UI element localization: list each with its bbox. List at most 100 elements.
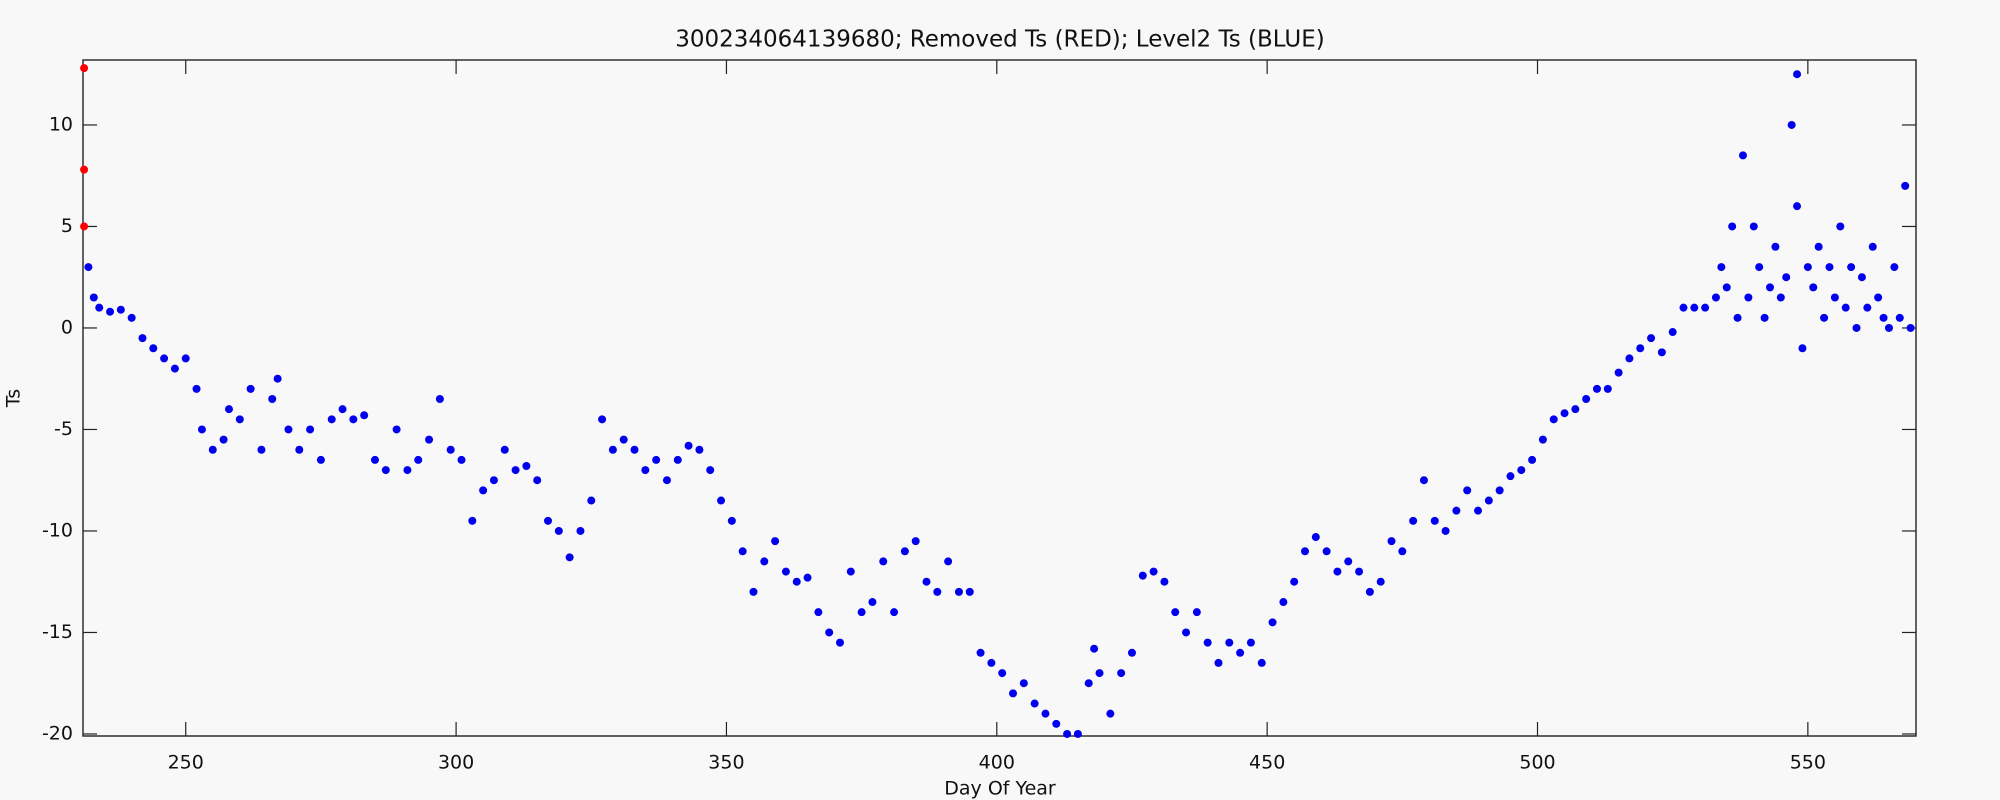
data-point <box>781 567 790 576</box>
data-point <box>803 573 812 582</box>
data-point <box>127 313 136 322</box>
data-point <box>1171 608 1180 617</box>
data-point <box>1755 263 1764 272</box>
data-point <box>1376 577 1385 586</box>
data-point <box>1041 709 1050 718</box>
data-point <box>381 466 390 475</box>
y-tick-label: 0 <box>61 316 73 338</box>
data-point <box>160 354 169 363</box>
x-axis-label: Day Of Year <box>944 778 1056 800</box>
data-point <box>944 557 953 566</box>
data-point <box>1106 709 1115 718</box>
data-point <box>576 526 585 535</box>
data-point <box>1214 658 1223 667</box>
data-point <box>1701 303 1710 312</box>
data-point <box>479 486 488 495</box>
data-point <box>987 658 996 667</box>
y-tick-label: 5 <box>61 215 73 237</box>
data-point <box>306 425 315 434</box>
data-point <box>1852 323 1861 332</box>
data-point <box>1419 476 1428 485</box>
data-point <box>814 608 823 617</box>
data-point <box>1149 567 1158 576</box>
data-point <box>1160 577 1169 586</box>
data-point <box>360 411 369 420</box>
data-point <box>662 476 671 485</box>
x-tick-label: 550 <box>1790 752 1826 774</box>
data-point <box>89 293 98 302</box>
data-point <box>760 557 769 566</box>
y-tick-label: 10 <box>49 113 73 135</box>
data-point <box>1793 70 1802 79</box>
data-point <box>1879 313 1888 322</box>
data-point <box>1365 587 1374 596</box>
data-point <box>246 384 255 393</box>
data-point <box>1825 263 1834 272</box>
data-point <box>1690 303 1699 312</box>
data-point <box>1268 618 1277 627</box>
data-point <box>1744 293 1753 302</box>
data-point <box>219 435 228 444</box>
data-point <box>1452 506 1461 515</box>
data-point <box>80 222 89 231</box>
data-point <box>197 425 206 434</box>
data-point <box>208 445 217 454</box>
data-point <box>1279 598 1288 607</box>
data-point <box>273 374 282 383</box>
data-point <box>1430 516 1439 525</box>
x-tick-label: 300 <box>438 752 474 774</box>
data-point <box>1549 415 1558 424</box>
data-point <box>1733 313 1742 322</box>
data-point <box>587 496 596 505</box>
data-point <box>1636 344 1645 353</box>
data-point <box>835 638 844 647</box>
data-point <box>1019 679 1028 688</box>
data-point <box>1874 293 1883 302</box>
data-point <box>1582 395 1591 404</box>
data-point <box>1322 547 1331 556</box>
data-point <box>1647 334 1656 343</box>
data-point <box>554 526 563 535</box>
x-tick-label: 250 <box>168 752 204 774</box>
y-tick-label: -5 <box>54 418 73 440</box>
data-point <box>1766 283 1775 292</box>
data-point <box>1782 273 1791 282</box>
data-point <box>1311 533 1320 542</box>
data-point <box>598 415 607 424</box>
data-point <box>684 441 693 450</box>
data-point <box>846 567 855 576</box>
y-axis-label: Ts <box>3 389 25 408</box>
data-point <box>1095 669 1104 678</box>
y-tick-label: -20 <box>42 722 73 744</box>
y-tick-label: -10 <box>42 519 73 541</box>
data-point <box>224 405 233 414</box>
data-point <box>1884 323 1893 332</box>
data-point <box>392 425 401 434</box>
x-tick-label: 450 <box>1249 752 1285 774</box>
data-point <box>1728 222 1737 231</box>
data-point <box>1127 648 1136 657</box>
data-point <box>1847 263 1856 272</box>
data-point <box>1182 628 1191 637</box>
data-point <box>1841 303 1850 312</box>
data-point <box>349 415 358 424</box>
data-point <box>1868 242 1877 251</box>
data-point <box>933 587 942 596</box>
data-point <box>1355 567 1364 576</box>
data-point <box>792 577 801 586</box>
data-point <box>1722 283 1731 292</box>
data-point <box>1830 293 1839 302</box>
data-point <box>900 547 909 556</box>
data-point <box>1290 577 1299 586</box>
data-point <box>106 307 115 316</box>
data-point <box>1090 644 1099 653</box>
data-point <box>257 445 266 454</box>
data-point <box>1441 526 1450 535</box>
data-point <box>403 466 412 475</box>
data-point <box>1668 328 1677 337</box>
data-point <box>1614 368 1623 377</box>
data-point <box>1776 293 1785 302</box>
data-point <box>116 305 125 314</box>
data-point <box>500 445 509 454</box>
